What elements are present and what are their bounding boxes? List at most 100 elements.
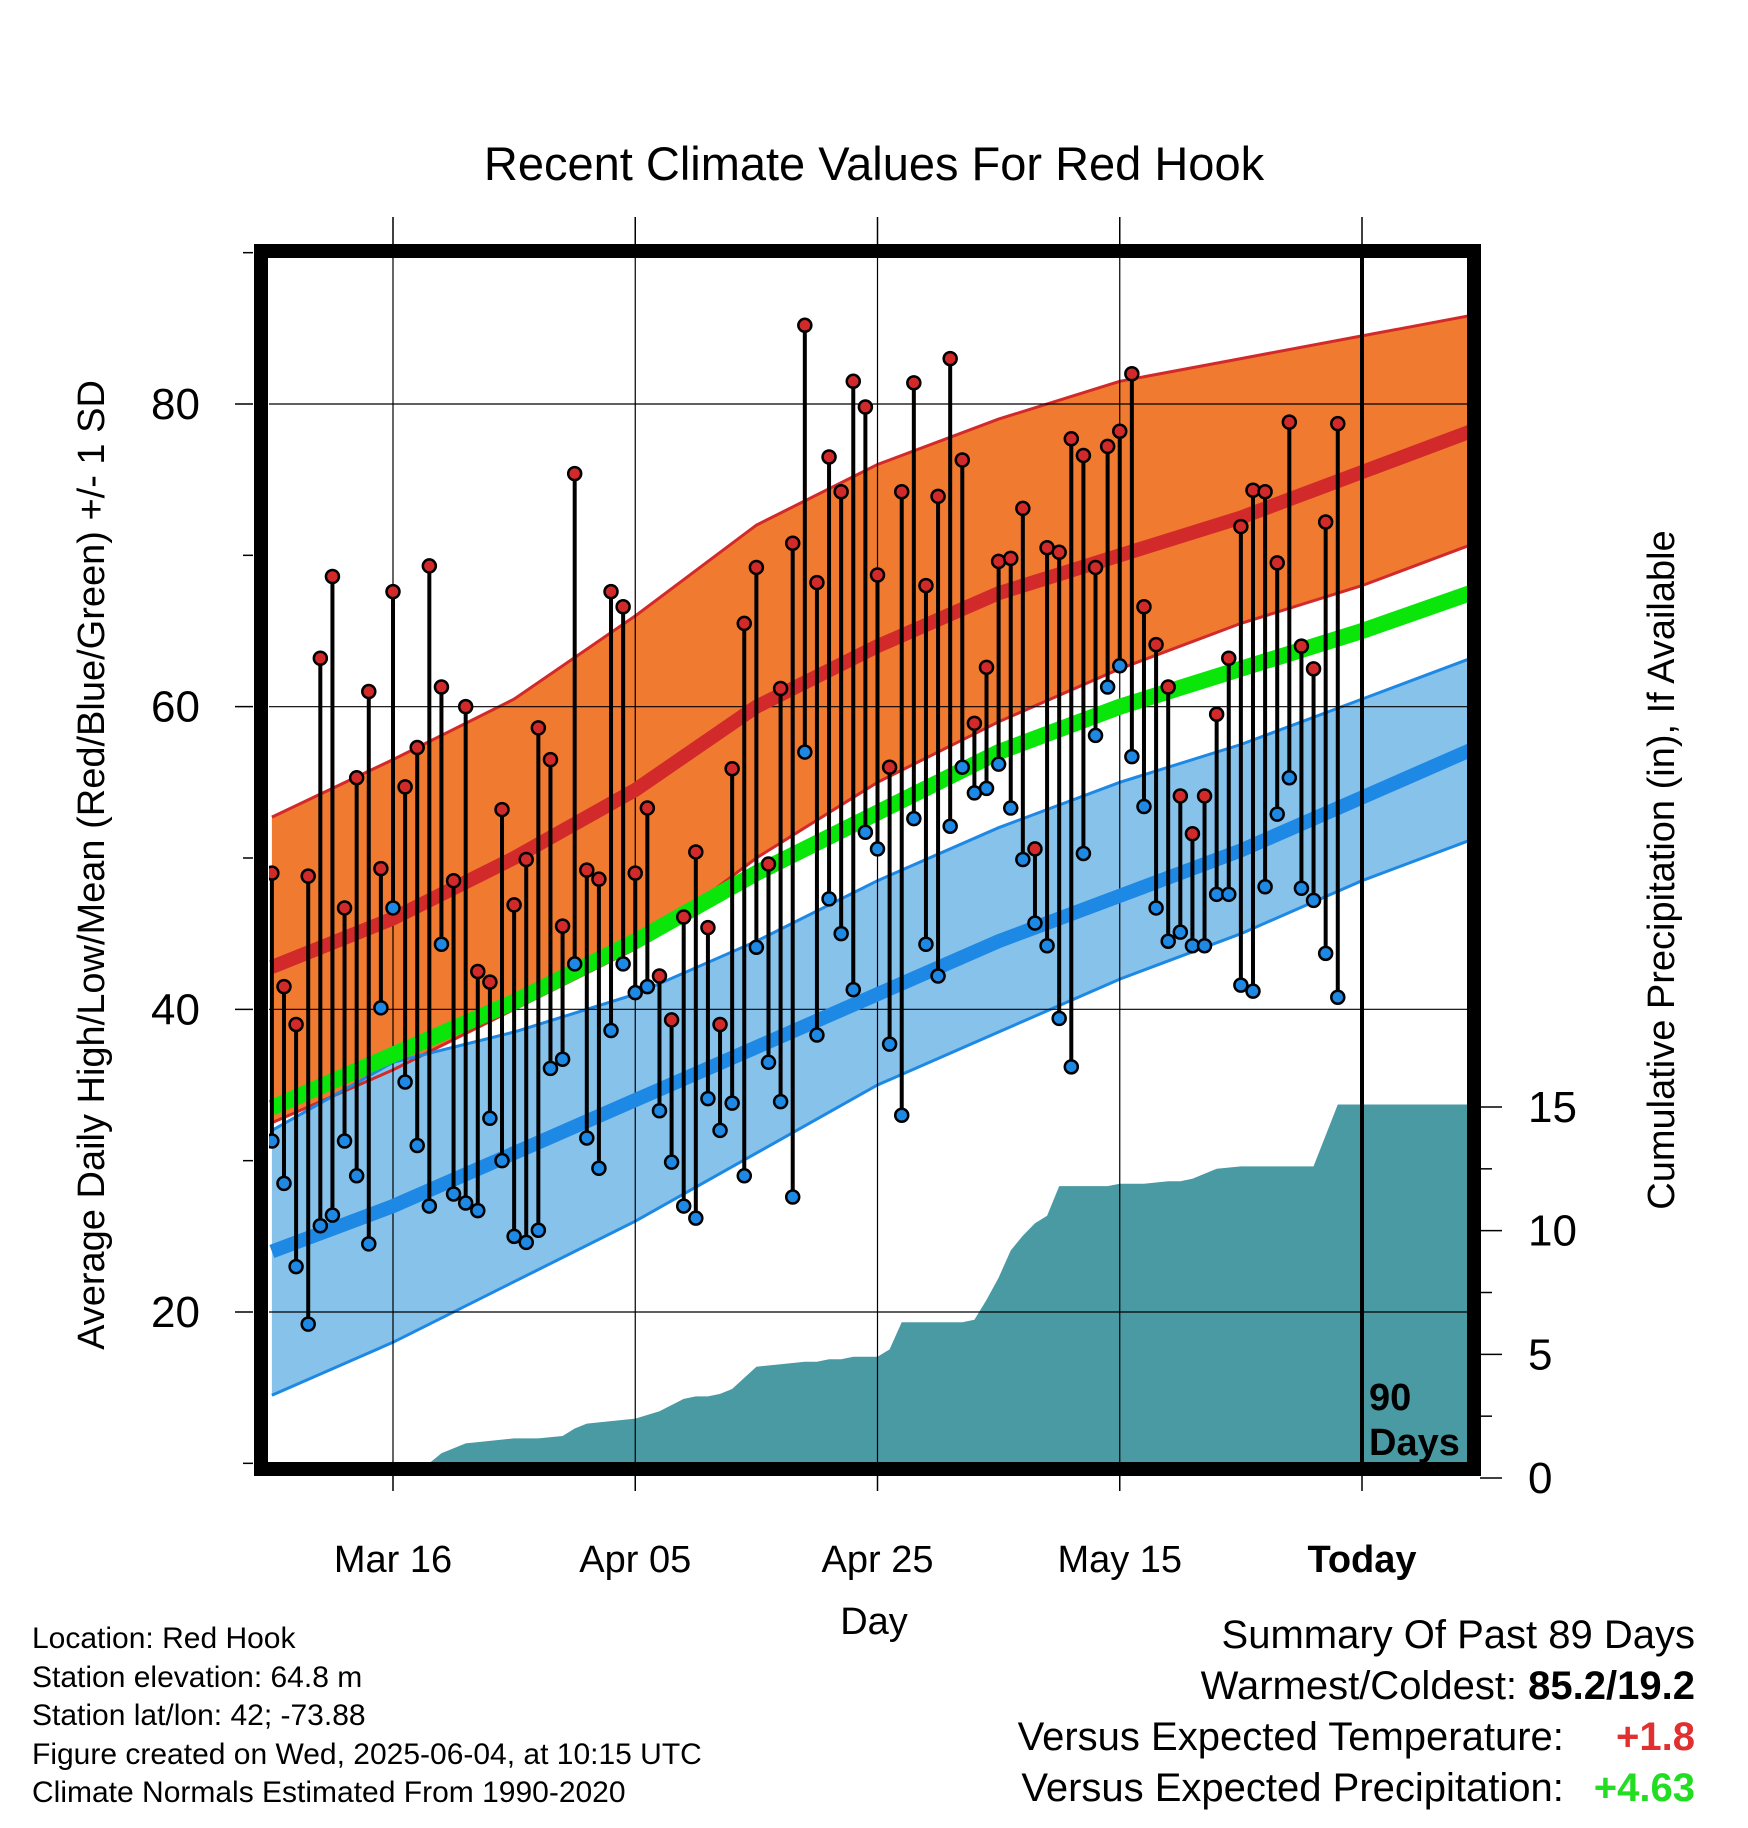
daily-high-point (348, 770, 365, 786)
daily-high-point (736, 615, 753, 632)
daily-high-point (361, 683, 377, 700)
precip-area (429, 1104, 1468, 1463)
daily-high-point (579, 862, 595, 878)
daily-high-point (603, 583, 619, 600)
daily-high-point (482, 974, 498, 990)
daily-high-point (591, 871, 607, 887)
daily-low-point (1281, 770, 1298, 786)
summary-title: Summary Of Past 89 Days (1221, 1613, 1695, 1657)
daily-low-point (603, 1022, 619, 1039)
daily-low-point (1305, 892, 1322, 909)
daily-low-point (1099, 679, 1116, 695)
daily-low-point (627, 984, 643, 1001)
daily-high-point (663, 1012, 680, 1028)
chart-title: Recent Climate Values For Red Hook (484, 137, 1265, 190)
daily-high-point (1075, 447, 1092, 464)
daily-high-point (821, 449, 837, 465)
daily-high-point (918, 577, 934, 594)
normals-text: Climate Normals Estimated From 1990-2020 (32, 1776, 626, 1809)
daily-high-point (288, 1016, 304, 1033)
daily-low-point (1317, 945, 1334, 962)
daily-high-point (554, 918, 571, 934)
daily-low-point (930, 968, 946, 984)
daily-low-point (288, 1258, 304, 1275)
daily-high-point (724, 760, 740, 777)
daily-high-point (1087, 559, 1104, 576)
daily-low-point (421, 1198, 438, 1214)
daily-high-point (906, 375, 922, 391)
x-tick-label: Mar 16 (334, 1539, 452, 1581)
daily-low-point (566, 956, 583, 972)
temp-anomaly-label: Versus Expected Temperature: (1017, 1715, 1564, 1759)
daily-low-point (1257, 879, 1273, 895)
daily-high-point (1051, 544, 1067, 561)
daily-low-point (409, 1137, 425, 1154)
daily-high-point (385, 583, 401, 600)
daily-high-point (373, 860, 389, 877)
daily-low-point (1027, 915, 1043, 931)
daily-high-point (809, 574, 825, 591)
daily-low-point (736, 1168, 753, 1184)
daily-high-point (457, 698, 474, 715)
daily-low-point (1124, 748, 1140, 765)
daily-high-point (857, 399, 874, 415)
daily-high-point (930, 488, 946, 505)
daily-high-point (1027, 841, 1043, 857)
daily-high-point (518, 851, 534, 868)
daily-high-point (942, 350, 958, 367)
latlon-text: Station lat/lon: 42; -73.88 (32, 1699, 366, 1732)
daily-low-point (833, 925, 849, 942)
y2-axis-label: Cumulative Precipitation (in), If Availa… (1641, 530, 1683, 1209)
y2-tick-label: 10 (1528, 1207, 1577, 1256)
precip-anomaly-row: Versus Expected Precipitation: +4.63 (1018, 1763, 1695, 1814)
daily-low-point (1112, 658, 1128, 674)
daily-high-point (1269, 555, 1285, 571)
daily-high-point (615, 599, 631, 615)
daily-low-point (906, 810, 922, 827)
y-tick-label: 20 (151, 1288, 200, 1337)
temp-anomaly-row: Versus Expected Temperature: +1.8 (1018, 1712, 1695, 1763)
daily-low-point (978, 780, 995, 797)
y2-tick-label: 0 (1528, 1454, 1552, 1503)
daily-high-point (639, 800, 656, 816)
daily-low-point (385, 900, 401, 916)
daily-high-point (869, 567, 886, 583)
daily-low-point (918, 936, 934, 953)
normal-low-line (269, 743, 1468, 1259)
daily-low-point (1136, 798, 1152, 815)
daily-high-point (1002, 550, 1019, 567)
daily-high-point (433, 679, 450, 695)
daily-high-point (470, 963, 486, 980)
today-days-label: Days (1369, 1422, 1460, 1464)
daily-low-point (494, 1152, 510, 1169)
daily-low-point (809, 1027, 825, 1043)
daily-low-point (1075, 845, 1092, 862)
daily-high-point (1233, 518, 1249, 535)
daily-low-point (663, 1154, 680, 1170)
daily-low-point (1051, 1010, 1067, 1027)
daily-low-point (748, 939, 765, 956)
daily-low-point (942, 818, 958, 834)
high-sd-band (271, 316, 1468, 1123)
daily-low-point (1063, 1059, 1080, 1075)
daily-high-point (966, 715, 983, 732)
daily-low-point (336, 1133, 353, 1149)
daily-low-point (361, 1236, 377, 1252)
daily-high-point (1221, 650, 1237, 666)
daily-low-point (615, 956, 631, 972)
daily-low-point (470, 1202, 486, 1219)
daily-low-point (445, 1186, 462, 1202)
daily-high-point (1136, 599, 1152, 615)
y-tick-label: 80 (151, 380, 200, 429)
daily-high-point (1148, 636, 1164, 653)
daily-low-point (724, 1095, 740, 1111)
x-tick-label: May 15 (1057, 1539, 1182, 1581)
daily-low-point (1160, 933, 1176, 949)
daily-high-point (276, 978, 292, 995)
daily-high-point (712, 1016, 728, 1033)
daily-high-point (397, 779, 413, 795)
daily-low-point (869, 841, 886, 857)
daily-high-point (748, 559, 765, 576)
daily-low-point (688, 1210, 704, 1226)
